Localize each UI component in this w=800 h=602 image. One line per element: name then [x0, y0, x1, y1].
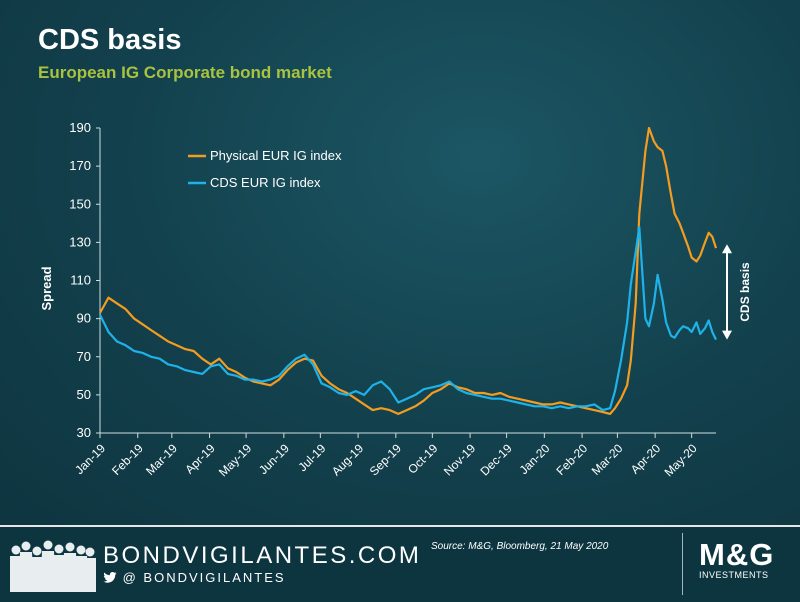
x-tick-label: Oct-19 — [405, 441, 441, 477]
twitter-handle-link[interactable]: @ BONDVIGILANTES — [103, 570, 286, 585]
x-tick-label: Mar-19 — [143, 441, 180, 478]
y-tick-label: 170 — [69, 158, 91, 173]
crowd-silhouette-icon — [10, 540, 96, 592]
x-tick-label: Nov-19 — [441, 441, 478, 478]
series-layer — [99, 126, 718, 415]
x-tick-label: Jan-19 — [72, 441, 108, 477]
y-tick-label: 110 — [70, 273, 91, 288]
x-tick-label: Apr-20 — [628, 441, 664, 477]
legend-label-cds: CDS EUR IG index — [210, 175, 321, 190]
crowd-person-head — [32, 546, 42, 556]
mg-logo-letters: M&G — [699, 537, 775, 572]
x-tick-label: Feb-20 — [553, 441, 590, 478]
site-name-link[interactable]: BONDVIGILANTES.COM — [103, 542, 422, 569]
x-tick-label: Mar-20 — [589, 441, 626, 478]
series-line-physical — [99, 126, 718, 415]
twitter-handle-text: @ BONDVIGILANTES — [122, 570, 286, 585]
crowd-person-head — [54, 544, 64, 554]
basis-annotation-label: CDS basis — [738, 262, 752, 322]
crowd-person-head — [76, 545, 86, 555]
legend-label-physical: Physical EUR IG index — [210, 148, 342, 163]
y-tick-label: 190 — [69, 120, 91, 135]
x-tick-label: Jan-20 — [517, 441, 553, 477]
x-tick-label: Apr-19 — [182, 441, 218, 477]
mg-logo: M&G INVESTMENTS — [699, 537, 789, 595]
y-axis-label: Spread — [39, 266, 54, 310]
crowd-person-body — [82, 558, 96, 592]
x-tick-label: Sep-19 — [367, 441, 404, 478]
y-tick-label: 30 — [77, 425, 91, 440]
y-axis: 30 50 70 90 110 130 150 170 190 Spread — [39, 120, 101, 440]
footer-divider — [682, 533, 683, 595]
x-tick-label: Feb-19 — [109, 441, 146, 478]
crowd-person-head — [21, 541, 31, 551]
footer: BONDVIGILANTES.COM @ BONDVIGILANTES Sour… — [0, 525, 800, 602]
crowd-person-head — [85, 547, 95, 557]
y-tick-label: 90 — [77, 311, 91, 326]
page-title: CDS basis — [38, 24, 182, 56]
x-tick-label: Dec-19 — [477, 441, 514, 478]
x-tick-label: Jul-19 — [295, 441, 328, 474]
crowd-person-head — [43, 540, 53, 550]
y-tick-label: 70 — [77, 349, 91, 364]
twitter-bird-icon — [103, 572, 117, 583]
x-tick-label: Aug-19 — [329, 441, 366, 478]
basis-annotation: CDS basis — [722, 244, 752, 340]
y-tick-label: 130 — [69, 234, 91, 249]
y-tick-label: 50 — [77, 387, 91, 402]
page-subtitle: European IG Corporate bond market — [38, 63, 332, 82]
y-tick-label: 150 — [69, 196, 91, 211]
x-tick-label: May-19 — [216, 441, 254, 479]
series-line-cds — [99, 226, 717, 412]
x-tick-label: Jun-19 — [256, 441, 292, 477]
crowd-person-head — [11, 545, 21, 555]
slide-background: CDS basis European IG Corporate bond mar… — [0, 0, 800, 525]
legend: Physical EUR IG index CDS EUR IG index — [188, 148, 342, 190]
crowd-person-head — [65, 542, 75, 552]
basis-arrow-down-head — [722, 330, 732, 340]
source-note: Source: M&G, Bloomberg, 21 May 2020 — [431, 541, 609, 552]
mg-logo-subtitle: INVESTMENTS — [699, 570, 769, 580]
x-tick-label: May-20 — [662, 441, 700, 479]
basis-arrow-up-head — [722, 244, 732, 254]
